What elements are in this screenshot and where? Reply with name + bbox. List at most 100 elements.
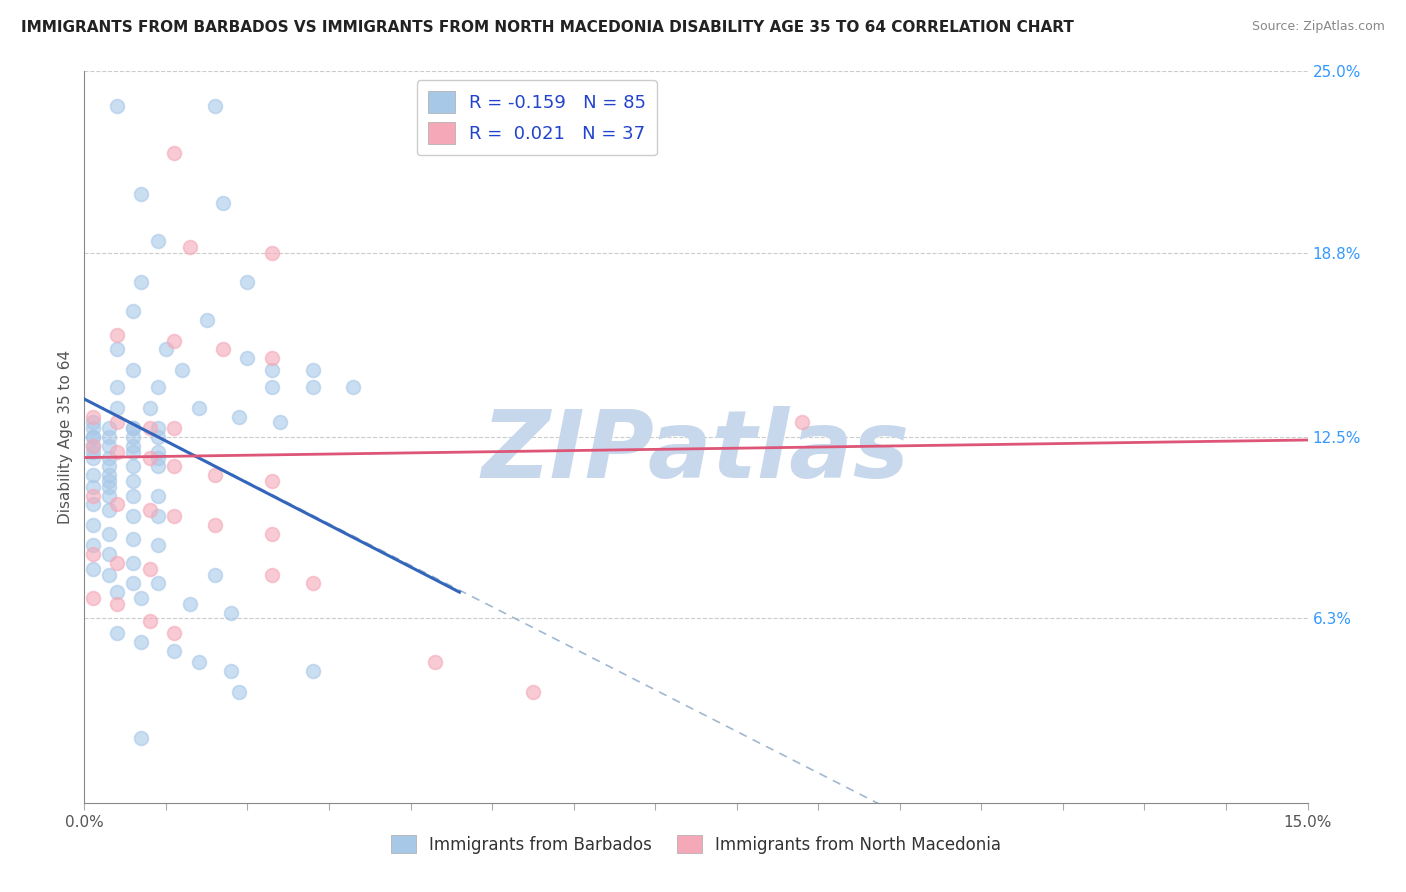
Point	[131, 635, 153, 649]
Point	[204, 567, 226, 582]
Point	[163, 334, 186, 348]
Point	[219, 664, 242, 678]
Point	[204, 99, 226, 113]
Point	[146, 509, 169, 524]
Point	[105, 585, 128, 599]
Point	[122, 576, 145, 591]
Point	[82, 450, 104, 465]
Point	[163, 421, 186, 435]
Point	[82, 409, 104, 424]
Point	[105, 444, 128, 458]
Point	[97, 567, 120, 582]
Point	[146, 459, 169, 474]
Point	[163, 643, 186, 657]
Point	[122, 444, 145, 458]
Point	[97, 503, 120, 517]
Legend: Immigrants from Barbados, Immigrants from North Macedonia: Immigrants from Barbados, Immigrants fro…	[384, 829, 1008, 860]
Point	[146, 430, 169, 444]
Point	[97, 547, 120, 561]
Point	[131, 275, 153, 289]
Point	[301, 576, 323, 591]
Point	[138, 615, 160, 629]
Point	[97, 450, 120, 465]
Point	[146, 489, 169, 503]
Point	[97, 489, 120, 503]
Point	[522, 684, 544, 698]
Point	[82, 547, 104, 561]
Text: IMMIGRANTS FROM BARBADOS VS IMMIGRANTS FROM NORTH MACEDONIA DISABILITY AGE 35 TO: IMMIGRANTS FROM BARBADOS VS IMMIGRANTS F…	[21, 20, 1074, 35]
Point	[146, 234, 169, 248]
Point	[105, 401, 128, 415]
Point	[82, 439, 104, 453]
Point	[146, 380, 169, 394]
Point	[122, 421, 145, 435]
Point	[122, 556, 145, 570]
Point	[82, 416, 104, 430]
Point	[260, 526, 283, 541]
Point	[82, 489, 104, 503]
Point	[204, 468, 226, 483]
Point	[131, 187, 153, 202]
Point	[212, 196, 235, 211]
Point	[260, 363, 283, 377]
Point	[122, 533, 145, 547]
Point	[146, 450, 169, 465]
Point	[301, 380, 323, 394]
Point	[97, 468, 120, 483]
Point	[82, 430, 104, 444]
Point	[301, 664, 323, 678]
Point	[146, 421, 169, 435]
Point	[105, 99, 128, 113]
Point	[122, 459, 145, 474]
Point	[790, 416, 813, 430]
Point	[260, 380, 283, 394]
Point	[163, 509, 186, 524]
Text: ZIPatlas: ZIPatlas	[482, 406, 910, 498]
Point	[195, 313, 218, 327]
Point	[82, 430, 104, 444]
Point	[219, 606, 242, 620]
Point	[97, 430, 120, 444]
Point	[204, 517, 226, 532]
Point	[179, 240, 201, 254]
Point	[97, 474, 120, 488]
Point	[138, 450, 160, 465]
Y-axis label: Disability Age 35 to 64: Disability Age 35 to 64	[58, 350, 73, 524]
Point	[82, 439, 104, 453]
Point	[97, 421, 120, 435]
Point	[260, 567, 283, 582]
Point	[122, 421, 145, 435]
Point	[82, 444, 104, 458]
Point	[236, 275, 259, 289]
Point	[97, 459, 120, 474]
Point	[155, 343, 177, 357]
Point	[122, 474, 145, 488]
Point	[163, 146, 186, 161]
Point	[82, 421, 104, 435]
Point	[260, 245, 283, 260]
Point	[138, 503, 160, 517]
Point	[97, 439, 120, 453]
Point	[131, 591, 153, 605]
Point	[82, 480, 104, 494]
Point	[97, 526, 120, 541]
Point	[97, 480, 120, 494]
Point	[105, 497, 128, 511]
Point	[122, 509, 145, 524]
Point	[138, 562, 160, 576]
Point	[146, 444, 169, 458]
Point	[82, 538, 104, 552]
Point	[122, 439, 145, 453]
Point	[82, 517, 104, 532]
Point	[105, 327, 128, 342]
Point	[105, 597, 128, 611]
Point	[146, 576, 169, 591]
Point	[163, 626, 186, 640]
Point	[82, 497, 104, 511]
Point	[122, 304, 145, 318]
Point	[82, 468, 104, 483]
Point	[122, 363, 145, 377]
Point	[82, 562, 104, 576]
Point	[179, 597, 201, 611]
Point	[105, 380, 128, 394]
